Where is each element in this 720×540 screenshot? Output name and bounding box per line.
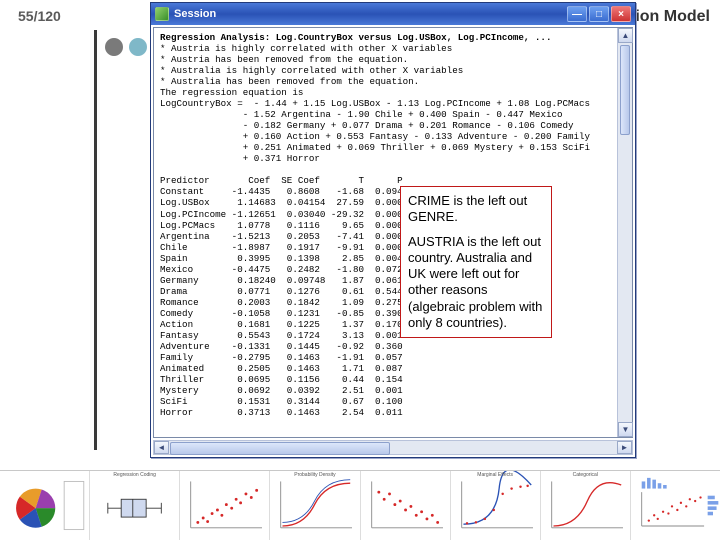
scroll-right-arrow[interactable]: ► (617, 441, 632, 454)
vscroll-thumb[interactable] (620, 45, 630, 135)
dot-2 (129, 38, 147, 56)
thumb-4-label: Probability Density (270, 472, 359, 478)
scatter-icon-2 (361, 471, 450, 540)
thumb-1-pie[interactable] (0, 471, 90, 540)
curve-icon-3 (541, 471, 630, 540)
slide-root: 55/120 sion Model Session — □ × Regressi… (0, 0, 720, 540)
session-text-area: Regression Analysis: Log.CountryBox vers… (153, 27, 633, 438)
minimize-button[interactable]: — (567, 6, 587, 22)
scroll-up-arrow[interactable]: ▲ (618, 28, 633, 43)
curve-icon (270, 471, 359, 540)
thumb-5-scatter[interactable] (361, 471, 451, 540)
annotation-para-2: AUSTRIA is the left out country. Austral… (408, 234, 544, 332)
vertical-scrollbar[interactable]: ▲ ▼ (617, 28, 632, 437)
thumb-2-label: Regression Coding (90, 472, 179, 478)
session-window: Session — □ × Regression Analysis: Log.C… (150, 2, 636, 458)
filmstrip: Regression Coding Probability Density (0, 470, 720, 540)
window-client-area: Regression Analysis: Log.CountryBox vers… (151, 25, 635, 457)
thumb-8-hist[interactable] (631, 471, 720, 540)
pie-chart-icon (0, 471, 89, 540)
vertical-divider (94, 30, 97, 450)
app-icon (155, 7, 169, 21)
scroll-down-arrow[interactable]: ▼ (618, 422, 633, 437)
hist-scatter-icon (631, 471, 720, 540)
hscroll-track[interactable] (391, 441, 617, 454)
thumb-7-label: Categorical (541, 472, 630, 478)
thumb-2-boxplot[interactable]: Regression Coding (90, 471, 180, 540)
vscroll-track[interactable] (618, 137, 632, 422)
page-counter: 55/120 (18, 8, 61, 24)
thumb-6-label: Marginal Effects (451, 472, 540, 478)
slide-title-fragment: sion Model (626, 8, 710, 26)
thumb-7-curve[interactable]: Categorical (541, 471, 631, 540)
window-titlebar[interactable]: Session — □ × (151, 3, 635, 25)
scroll-left-arrow[interactable]: ◄ (154, 441, 169, 454)
curve-icon-2 (451, 471, 540, 540)
hscroll-thumb[interactable] (170, 442, 390, 455)
dot-1 (105, 38, 123, 56)
maximize-button[interactable]: □ (589, 6, 609, 22)
horizontal-scrollbar[interactable]: ◄ ► (153, 440, 633, 455)
thumb-4-curve[interactable]: Probability Density (270, 471, 360, 540)
thumb-6-curve[interactable]: Marginal Effects (451, 471, 541, 540)
annotation-callout: CRIME is the left out GENRE. AUSTRIA is … (400, 186, 552, 338)
window-title: Session (174, 8, 565, 20)
annotation-para-1: CRIME is the left out GENRE. (408, 193, 544, 226)
thumb-3-scatter[interactable] (180, 471, 270, 540)
scatter-icon (180, 471, 269, 540)
boxplot-icon (90, 471, 179, 540)
close-button[interactable]: × (611, 6, 631, 22)
